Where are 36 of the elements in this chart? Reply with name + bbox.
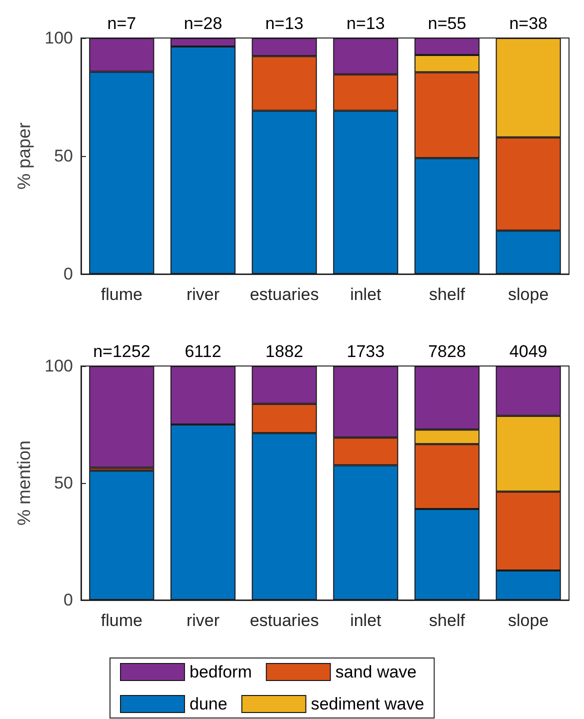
text: n=55 (428, 14, 466, 33)
y-tick-label: 0 (64, 264, 73, 284)
text: 1733 (346, 342, 385, 361)
x-tick-label: estuaries (250, 285, 319, 304)
legend-label: sand wave (335, 662, 417, 682)
x-tick-label: river (186, 285, 220, 304)
y-tick-label: 0 (64, 590, 73, 610)
y-tick-label: 100 (44, 356, 73, 376)
text: n=13 (346, 14, 385, 33)
text: 7828 (428, 342, 466, 361)
text: 4049 (509, 342, 548, 361)
x-tick-label: inlet (350, 285, 382, 304)
legend-label: dune (190, 694, 228, 714)
x-tick-label: slope (508, 611, 549, 630)
x-tick-label: river (186, 611, 220, 630)
y-tick-label: 50 (54, 146, 73, 166)
x-tick-label: inlet (350, 611, 382, 630)
x-tick-label: estuaries (250, 611, 319, 630)
text: n=28 (184, 14, 222, 33)
y-axis-title: % mention (14, 440, 34, 526)
text: n=13 (265, 14, 304, 33)
x-tick-label: shelf (429, 285, 466, 304)
text: n=1252 (93, 342, 150, 361)
text: 6112 (184, 342, 222, 361)
y-tick-label: 100 (44, 28, 73, 48)
text: 1882 (265, 342, 304, 361)
x-tick-label: slope (508, 285, 549, 304)
legend-label: bedform (190, 662, 252, 682)
x-tick-label: shelf (429, 611, 466, 630)
x-tick-label: flume (100, 611, 142, 630)
y-axis-title: % paper (14, 122, 34, 190)
legend-label: sediment wave (310, 694, 424, 714)
text: n=7 (107, 14, 136, 33)
text: n=38 (509, 14, 548, 33)
x-tick-label: flume (100, 285, 142, 304)
y-tick-label: 50 (54, 474, 73, 492)
